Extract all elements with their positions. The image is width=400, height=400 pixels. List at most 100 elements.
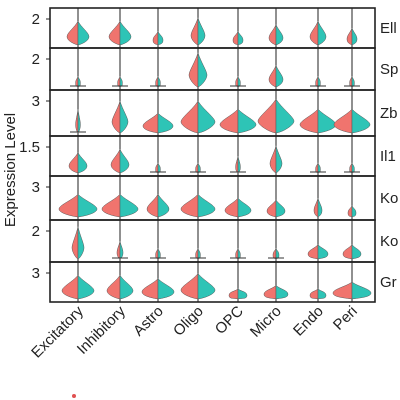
gene-label: Gr	[380, 274, 397, 291]
violin-left-ko-micro	[266, 199, 277, 218]
violin-right-ko-astro	[157, 193, 170, 218]
violin-left-ko-astro	[155, 248, 159, 260]
gene-label: Sp	[380, 61, 398, 78]
gene-label: Ko	[380, 190, 398, 207]
violin-left-ko-peri	[342, 243, 353, 260]
violin-right-ell-micro	[275, 24, 284, 46]
violin-right-gr-excitatory	[77, 274, 95, 300]
violin-left-zb-astro	[142, 112, 159, 134]
violin-left-il1-peri	[349, 162, 353, 174]
violin-right-ko-opc	[237, 248, 241, 260]
violin-right-zb-opc	[237, 108, 257, 134]
violin-left-gr-endo	[309, 288, 319, 300]
violin-left-sp-inhibitory	[117, 76, 121, 88]
violin-left-il1-oligo	[195, 162, 199, 174]
violin-left-ko-peri	[347, 205, 353, 218]
violin-right-ko-excitatory	[77, 193, 98, 218]
violin-right-il1-endo	[317, 162, 321, 174]
y-tick-label: 3	[32, 265, 40, 282]
violin-left-zb-opc	[219, 108, 239, 134]
stray-point	[72, 394, 76, 398]
violin-right-ell-oligo	[197, 17, 206, 46]
violin-left-ell-peri	[346, 27, 353, 46]
violin-left-ell-endo	[309, 21, 319, 46]
violin-right-zb-astro	[157, 112, 174, 134]
violin-left-zb-oligo	[180, 100, 199, 134]
violin-right-zb-oligo	[197, 100, 216, 134]
violin-right-gr-oligo	[197, 272, 216, 300]
violin-left-ko-astro	[146, 193, 159, 218]
violin-right-sp-micro	[275, 65, 284, 88]
violin-right-ko-inhibitory	[119, 193, 139, 218]
violin-marks	[58, 17, 372, 300]
y-tick-label: 3	[32, 93, 40, 110]
gene-label: Ko	[380, 233, 398, 250]
violin-left-sp-micro	[268, 65, 277, 88]
violin-right-gr-endo	[317, 288, 327, 300]
violin-left-ko-excitatory	[71, 226, 79, 260]
violin-right-ko-astro	[157, 248, 161, 260]
violin-left-gr-peri	[332, 281, 353, 300]
violin-left-ko-endo	[313, 197, 319, 218]
violin-left-gr-oligo	[180, 272, 199, 300]
violin-left-zb-peri	[333, 108, 353, 134]
violin-right-gr-peri	[351, 281, 372, 300]
violin-left-il1-micro	[269, 145, 277, 174]
violin-right-sp-peri	[351, 76, 355, 88]
violin-right-ko-endo	[317, 243, 329, 260]
gene-label: Zb	[380, 105, 398, 122]
violin-left-zb-inhibitory	[111, 100, 121, 134]
violin-right-sp-inhibitory	[119, 76, 123, 88]
violin-right-il1-inhibitory	[119, 149, 130, 174]
violin-left-sp-endo	[315, 76, 319, 88]
violin-right-zb-inhibitory	[119, 100, 129, 134]
panel-frame-gr-6	[49, 261, 376, 303]
violin-right-ko-peri	[351, 243, 362, 260]
violin-right-ell-astro	[157, 31, 164, 46]
axis-labels: Expression Level	[2, 113, 19, 227]
violin-right-ko-endo	[317, 197, 323, 218]
violin-right-ko-micro	[275, 248, 280, 260]
violin-right-ko-micro	[275, 199, 286, 218]
y-tick-label: 2	[32, 11, 40, 28]
violin-right-sp-astro	[157, 76, 161, 88]
violin-left-ko-opc	[224, 197, 239, 218]
violin-left-ell-inhibitory	[108, 21, 121, 46]
violin-left-sp-opc	[235, 76, 239, 88]
violin-right-ko-oligo	[197, 193, 216, 218]
violin-right-il1-peri	[351, 162, 355, 174]
violin-right-gr-inhibitory	[119, 274, 134, 300]
violin-right-gr-micro	[275, 284, 289, 300]
violin-right-zb-micro	[275, 98, 295, 134]
violin-right-ell-inhibitory	[119, 21, 132, 46]
violin-right-sp-endo	[317, 76, 321, 88]
violin-right-sp-oligo	[197, 52, 208, 88]
violin-left-gr-astro	[141, 277, 159, 300]
violin-right-il1-micro	[275, 145, 283, 174]
violin-left-il1-astro	[155, 162, 159, 174]
violin-right-gr-opc	[237, 288, 248, 300]
violin-right-ko-oligo	[197, 248, 201, 260]
violin-left-gr-excitatory	[61, 274, 79, 300]
gene-label: Il1	[380, 148, 396, 165]
violin-left-gr-micro	[263, 284, 277, 300]
y-tick-label: 2	[32, 51, 40, 68]
y-tick-label: 3	[32, 179, 40, 196]
y-tick-label: 2	[32, 223, 40, 240]
violin-left-ell-astro	[152, 31, 159, 46]
violin-left-ko-oligo	[180, 193, 199, 218]
violin-right-ell-endo	[317, 21, 327, 46]
violin-right-il1-excitatory	[77, 152, 88, 174]
violin-right-zb-peri	[351, 108, 371, 134]
violin-left-ell-excitatory	[66, 21, 79, 46]
y-axis-label: Expression Level	[2, 113, 19, 227]
violin-left-ell-micro	[268, 24, 277, 46]
violin-left-ko-inhibitory	[101, 193, 121, 218]
y-tick-label: 1.5	[19, 139, 40, 156]
violin-left-ko-oligo	[195, 248, 199, 260]
gene-label: Ell	[380, 20, 397, 37]
decorations	[72, 394, 76, 398]
violin-left-ell-opc	[232, 31, 239, 46]
violin-left-gr-inhibitory	[106, 274, 121, 300]
